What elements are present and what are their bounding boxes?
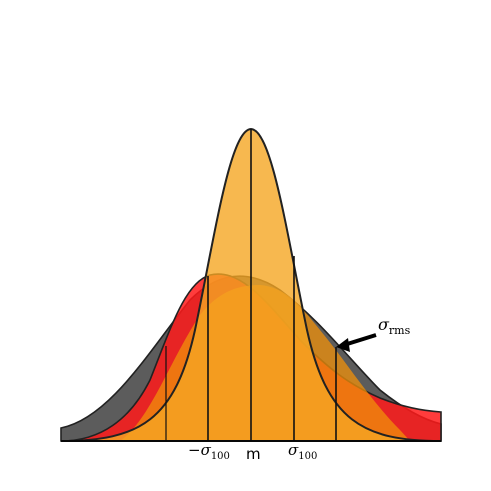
sigma-rms-arrow-head xyxy=(336,338,350,352)
sigma-100-minus-label: −σ100 xyxy=(188,441,230,462)
sigma-100-plus-label: σ100 xyxy=(288,441,317,462)
sigma-rms-arrow-shaft xyxy=(343,333,377,347)
center-label: m xyxy=(246,445,261,463)
sigma-rms-label: σrms xyxy=(378,315,411,337)
